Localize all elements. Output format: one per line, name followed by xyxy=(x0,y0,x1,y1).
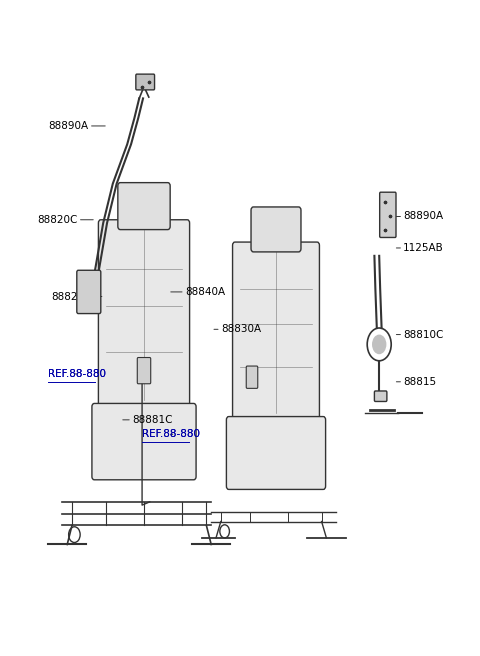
Text: 88810C: 88810C xyxy=(403,329,444,340)
Text: 88881C: 88881C xyxy=(132,415,172,425)
Text: 88840A: 88840A xyxy=(185,287,225,297)
FancyBboxPatch shape xyxy=(92,403,196,480)
Text: 88830A: 88830A xyxy=(221,324,261,335)
FancyBboxPatch shape xyxy=(251,207,301,252)
Circle shape xyxy=(372,335,386,354)
Text: 1125AB: 1125AB xyxy=(403,243,444,253)
FancyBboxPatch shape xyxy=(227,417,325,489)
FancyBboxPatch shape xyxy=(137,358,151,384)
Text: REF.88-880: REF.88-880 xyxy=(142,429,200,440)
FancyBboxPatch shape xyxy=(98,220,190,410)
Text: REF.88-880: REF.88-880 xyxy=(48,369,106,379)
FancyBboxPatch shape xyxy=(246,366,258,388)
FancyBboxPatch shape xyxy=(136,74,155,90)
FancyBboxPatch shape xyxy=(118,182,170,230)
Text: 88890A: 88890A xyxy=(403,211,444,222)
Text: 88825: 88825 xyxy=(51,291,84,302)
FancyBboxPatch shape xyxy=(77,270,101,314)
Text: 88890A: 88890A xyxy=(48,121,89,131)
Text: REF.88-880: REF.88-880 xyxy=(48,369,106,379)
FancyBboxPatch shape xyxy=(374,391,387,401)
FancyBboxPatch shape xyxy=(380,192,396,237)
Text: 88815: 88815 xyxy=(403,377,436,387)
FancyBboxPatch shape xyxy=(232,242,320,423)
Text: 88820C: 88820C xyxy=(37,215,78,225)
Text: REF.88-880: REF.88-880 xyxy=(142,429,200,440)
